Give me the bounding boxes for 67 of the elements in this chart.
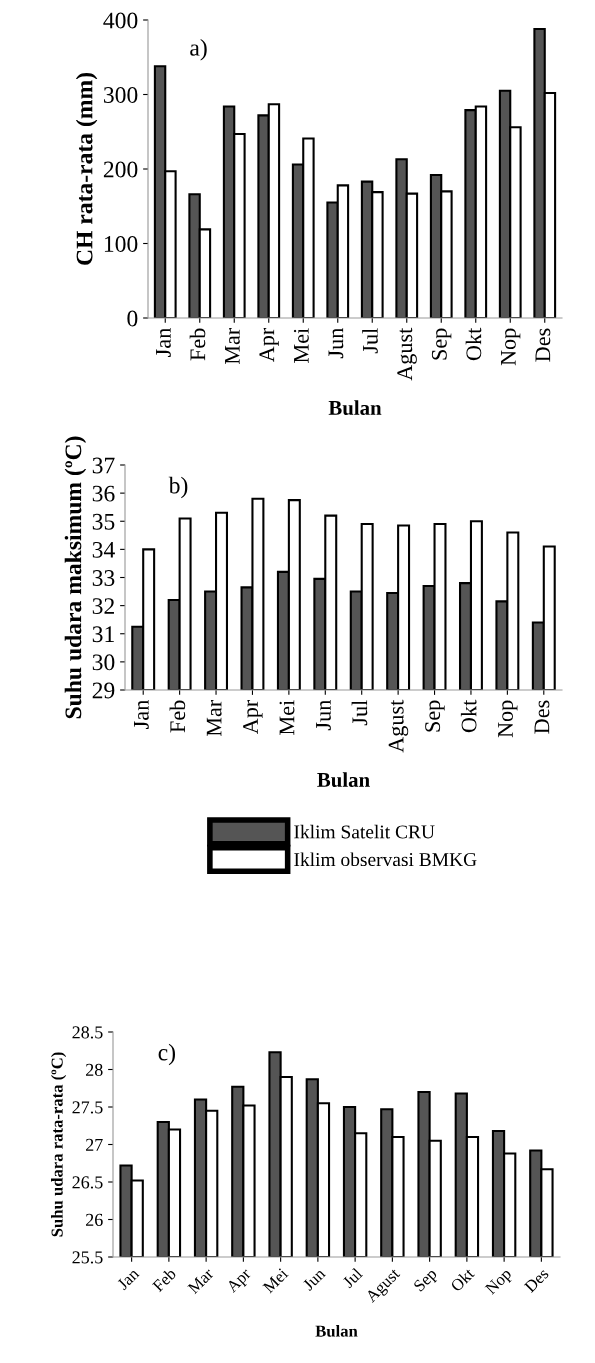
y-tick-label: 100: [104, 235, 138, 252]
x-tick-label: Mei: [279, 700, 295, 735]
y-tick-label: 0: [127, 310, 138, 327]
x-tick-label: Des: [534, 700, 550, 734]
x-tick-label: Okt: [465, 327, 482, 361]
x-tick-label: Mei: [262, 1267, 289, 1294]
x-tick-label: Apr: [243, 699, 263, 735]
x-tick-label: Feb: [169, 700, 186, 733]
x-tick-label: Jan: [116, 1267, 140, 1291]
x-tick-label: Nop: [498, 700, 518, 738]
annotation: c): [158, 1043, 175, 1066]
x-tick-label: Apr: [225, 1267, 254, 1296]
x-tick-label: Jul: [341, 1266, 364, 1289]
y-tick-label: 29: [92, 682, 115, 699]
y-tick-label: 400: [103, 12, 138, 29]
x-tick-label: Nop: [501, 328, 521, 366]
annotation: a): [190, 39, 207, 61]
x-tick-label: Des: [535, 328, 551, 362]
x-axis-title: Bulan: [317, 772, 370, 787]
y-tick-label: 27: [86, 1138, 103, 1151]
y-tick-label: 35: [92, 513, 115, 530]
legend-label: Iklim observasi BMKG: [294, 852, 477, 867]
x-tick-label: Feb: [151, 1267, 177, 1293]
y-axis-title: Suhu udara rata-rata (ºC): [51, 1052, 67, 1237]
x-tick-label: Jun: [316, 700, 331, 731]
x-tick-label: Mar: [225, 327, 240, 365]
x-tick-label: Sep: [413, 1267, 440, 1295]
x-tick-label: Jan: [134, 700, 149, 729]
y-tick-label: 31: [92, 626, 114, 643]
x-tick-label: Agust: [388, 699, 409, 753]
y-tick-label: 26.5: [72, 1176, 103, 1189]
x-tick-label: Mar: [187, 1267, 215, 1295]
x-axis-title: Bulan: [315, 1325, 358, 1337]
y-tick-label: 32: [92, 598, 114, 615]
y-tick-label: 26: [86, 1213, 103, 1226]
y-tick-label: 300: [103, 86, 138, 103]
x-tick-label: Jun: [328, 328, 344, 359]
y-tick-label: 28.5: [72, 1026, 103, 1039]
x-tick-label: Jul: [362, 328, 378, 354]
annotation: b): [168, 476, 188, 499]
y-tick-label: 25.5: [72, 1251, 103, 1264]
y-tick-label: 34: [92, 541, 115, 558]
x-tick-label: Apr: [259, 327, 279, 363]
y-tick-label: 36: [92, 485, 115, 502]
y-tick-label: 28: [86, 1063, 103, 1076]
x-tick-label: Mar: [206, 699, 222, 737]
x-tick-label: Jul: [351, 700, 368, 726]
y-tick-label: 30: [92, 654, 115, 671]
x-tick-label: Jan: [156, 328, 171, 357]
x-tick-label: Mei: [293, 328, 309, 363]
x-tick-label: Okt: [460, 699, 477, 733]
x-tick-label: Sep: [431, 328, 452, 360]
x-tick-label: Jun: [302, 1267, 326, 1292]
y-axis-title: Suhu udara maksimum (ºC): [64, 436, 87, 719]
x-tick-label: Sep: [425, 700, 445, 732]
y-tick-label: 27.5: [72, 1101, 103, 1114]
x-tick-label: Feb: [189, 328, 206, 361]
x-axis-title: Bulan: [328, 400, 382, 415]
x-tick-label: Nop: [484, 1267, 515, 1298]
y-tick-label: 37: [92, 457, 115, 474]
y-axis-title: CH rata-rata (mm): [75, 73, 98, 265]
y-tick-label: 33: [92, 570, 115, 586]
x-tick-label: Agust: [397, 327, 417, 381]
x-tick-label: Okt: [449, 1266, 476, 1293]
legend-label: Iklim Satelit CRU: [294, 824, 435, 839]
x-tick-label: Des: [523, 1267, 550, 1294]
y-tick-label: 200: [103, 161, 138, 178]
